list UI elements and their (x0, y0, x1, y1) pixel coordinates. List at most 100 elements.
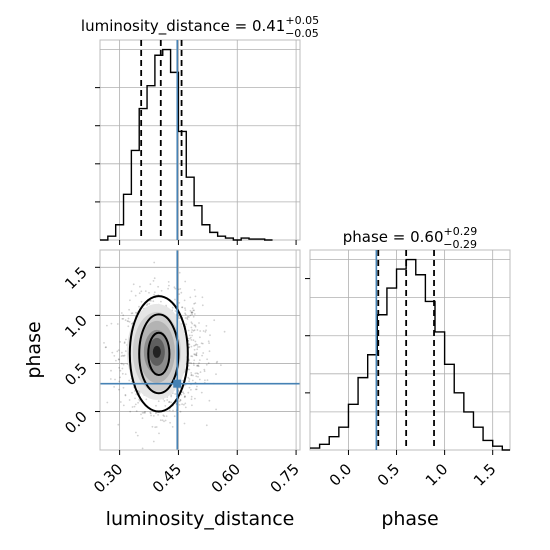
scatter-point (123, 341, 126, 344)
scatter-point (110, 322, 113, 325)
scatter-point (149, 411, 152, 414)
scatter-point (174, 287, 177, 290)
scatter-point (148, 302, 151, 305)
scatter-point (198, 362, 200, 364)
scatter-point (205, 329, 207, 332)
scatter-point (187, 329, 190, 332)
scatter-point (121, 367, 124, 370)
scatter-point (179, 288, 182, 290)
scatter-point (190, 388, 192, 391)
scatter-point (122, 355, 125, 357)
gridlines (100, 40, 300, 240)
scatter-point (191, 307, 194, 310)
scatter-point (122, 317, 125, 320)
scatter-point (196, 344, 199, 346)
scatter-point (116, 350, 119, 353)
scatter-point (121, 351, 123, 354)
scatter-point (155, 426, 158, 428)
scatter-point (194, 372, 197, 375)
scatter-point (164, 419, 167, 422)
scatter-point (121, 318, 124, 320)
scatter-point (189, 309, 192, 312)
scatter-point (181, 403, 184, 406)
scatter-point (184, 395, 186, 398)
scatter-point (189, 314, 192, 317)
scatter-point (174, 310, 177, 312)
scatter-point (196, 385, 198, 388)
scatter-point (215, 361, 218, 364)
contour (128, 295, 189, 413)
scatter-point (131, 391, 133, 394)
scatter-point (190, 374, 193, 377)
scatter-point (215, 373, 217, 376)
scatter-point (203, 368, 206, 371)
scatter-point (208, 350, 211, 353)
scatter-point (141, 411, 144, 414)
scatter-point (118, 388, 120, 391)
scatter-point (138, 292, 141, 295)
scatter-point (184, 312, 187, 315)
scatter-point (157, 285, 160, 288)
scatter-point (163, 400, 166, 402)
scatter-point (131, 312, 134, 314)
scatter-point (153, 261, 156, 264)
histogram-panel-luminosity-distance: luminosity_distance = 0.41+0.05 −0.05 (81, 14, 319, 245)
scatter-point (188, 334, 191, 337)
scatter-point (124, 394, 127, 396)
scatter-point (118, 366, 120, 369)
scatter-point (198, 322, 200, 324)
scatter-point (138, 390, 140, 393)
scatter-point (189, 296, 192, 299)
scatter-point (184, 309, 187, 311)
scatter-point (182, 391, 185, 394)
scatter-point (207, 340, 210, 343)
scatter-point (194, 353, 196, 356)
scatter-point (154, 426, 157, 429)
scatter-point (168, 400, 171, 403)
scatter-point (184, 402, 187, 405)
tick-marks (95, 87, 297, 245)
scatter-point (194, 340, 197, 343)
x-axis-label-luminosity-distance: luminosity_distance (106, 508, 295, 530)
scatter-point (197, 372, 200, 375)
scatter-point (213, 319, 216, 322)
scatter-point (135, 431, 137, 434)
scatter-point (194, 324, 197, 327)
scatter-point (158, 432, 160, 435)
panel-frame (309, 249, 511, 451)
scatter-point (166, 399, 169, 401)
scatter-point (190, 321, 193, 324)
scatter-point (177, 389, 180, 392)
scatter-point (185, 323, 188, 326)
scatter-point (138, 305, 140, 308)
scatter-point (188, 316, 190, 318)
histogram-panel-phase: 0.0 0.5 1.0 1.5 phase = 0.60+0.29 −0.29 phas… (305, 225, 511, 530)
scatter-point (140, 290, 143, 293)
scatter-point (191, 329, 194, 331)
scatter-point (201, 296, 204, 299)
scatter-point (190, 331, 193, 334)
title-luminosity-distance: luminosity_distance = 0.41+0.05 −0.05 (81, 14, 319, 40)
scatter-point (130, 290, 133, 293)
x-axis-label-phase: phase (381, 508, 438, 530)
scatter-point (191, 311, 194, 314)
scatter-point (117, 423, 120, 426)
scatter-point (157, 414, 160, 416)
scatter-point (200, 342, 203, 345)
scatter-point (192, 362, 195, 365)
scatter-point (204, 331, 207, 333)
scatter-point (207, 362, 210, 365)
scatter-point (184, 395, 186, 398)
scatter-point (196, 372, 198, 374)
scatter-point (205, 363, 208, 366)
scatter-point (121, 354, 124, 357)
panel-frame (99, 249, 301, 451)
scatter-point (206, 379, 209, 381)
scatter-point (189, 336, 192, 339)
contour (138, 313, 180, 395)
scatter-point (128, 379, 131, 382)
scatter-point (165, 415, 168, 417)
scatter-point (127, 320, 130, 323)
scatter-point (187, 391, 190, 394)
